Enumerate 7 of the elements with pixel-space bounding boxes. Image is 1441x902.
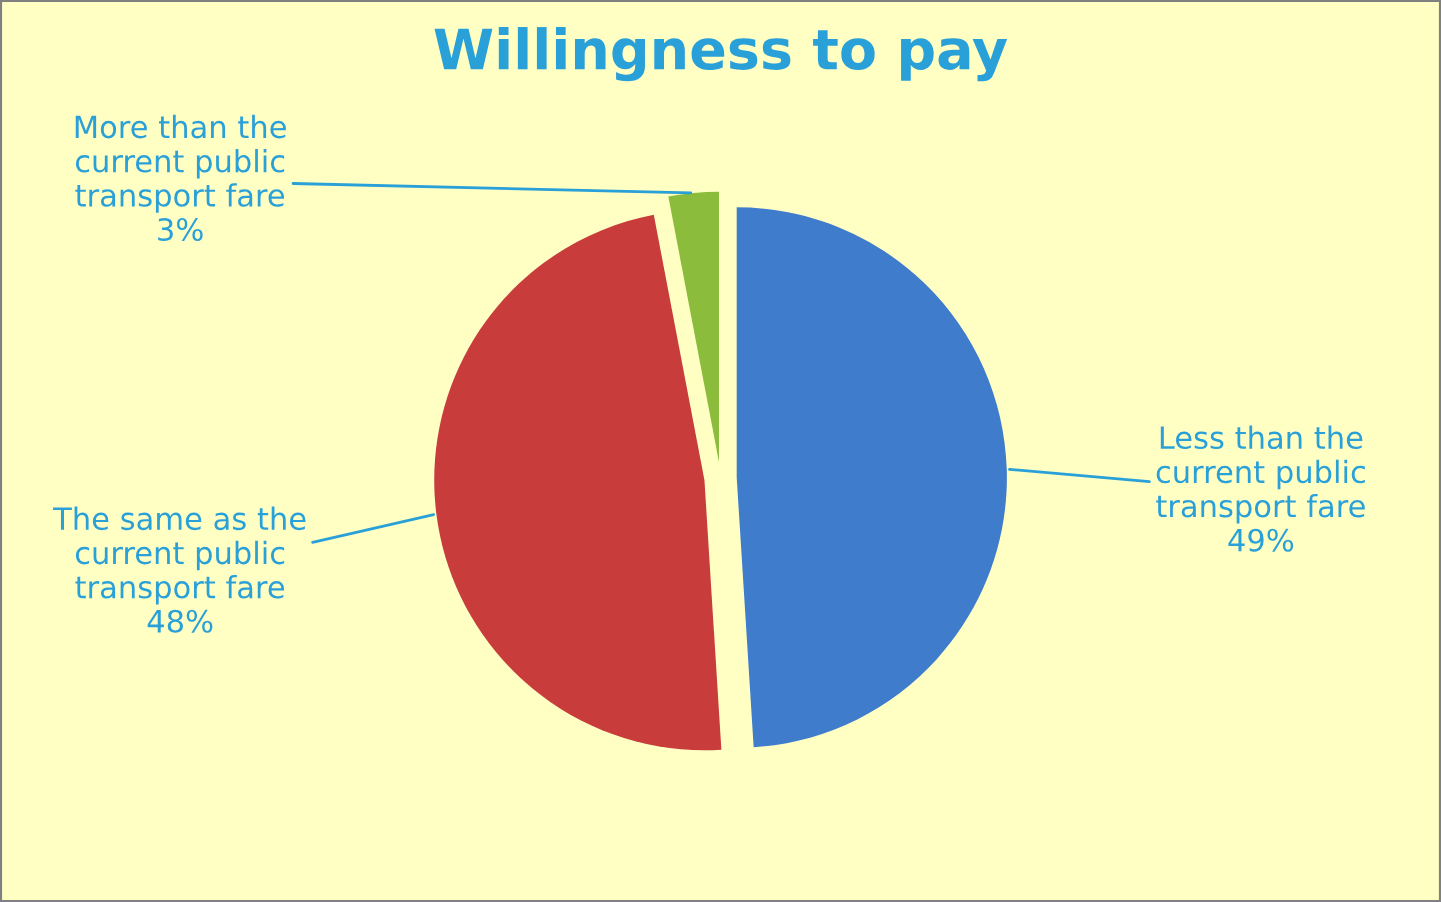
slice-label: The same as the current public transport fare (53, 506, 306, 605)
chart-title: Willingness to pay (434, 27, 1008, 82)
slice-label: More than the current public transport fare (75, 114, 286, 213)
data-label: 3% (158, 217, 203, 242)
data-label: 48% (147, 609, 213, 633)
data-label: 49% (1228, 528, 1294, 552)
slice-label: Less than the current public transport fare (1156, 425, 1365, 524)
